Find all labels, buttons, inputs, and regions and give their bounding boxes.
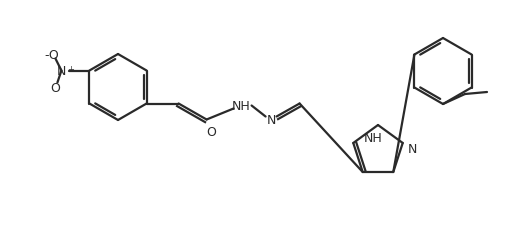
Text: O: O (51, 82, 60, 95)
Text: +: + (68, 65, 74, 74)
Text: N: N (57, 65, 66, 78)
Text: N: N (267, 114, 276, 126)
Text: NH: NH (232, 100, 251, 113)
Text: O: O (207, 126, 217, 138)
Text: NH: NH (364, 132, 382, 145)
Text: -O: -O (44, 49, 59, 62)
Text: N: N (408, 143, 417, 156)
